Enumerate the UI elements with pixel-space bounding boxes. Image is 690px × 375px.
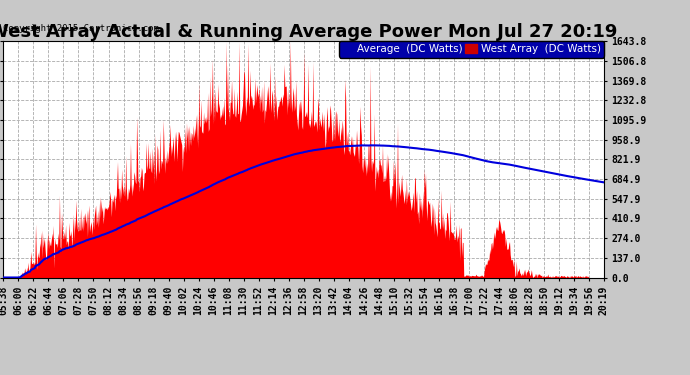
Legend: Average  (DC Watts), West Array  (DC Watts): Average (DC Watts), West Array (DC Watts… <box>339 41 604 57</box>
Title: West Array Actual & Running Average Power Mon Jul 27 20:19: West Array Actual & Running Average Powe… <box>0 23 618 41</box>
Text: Copyright 2015 Cartronics.com: Copyright 2015 Cartronics.com <box>3 24 159 33</box>
